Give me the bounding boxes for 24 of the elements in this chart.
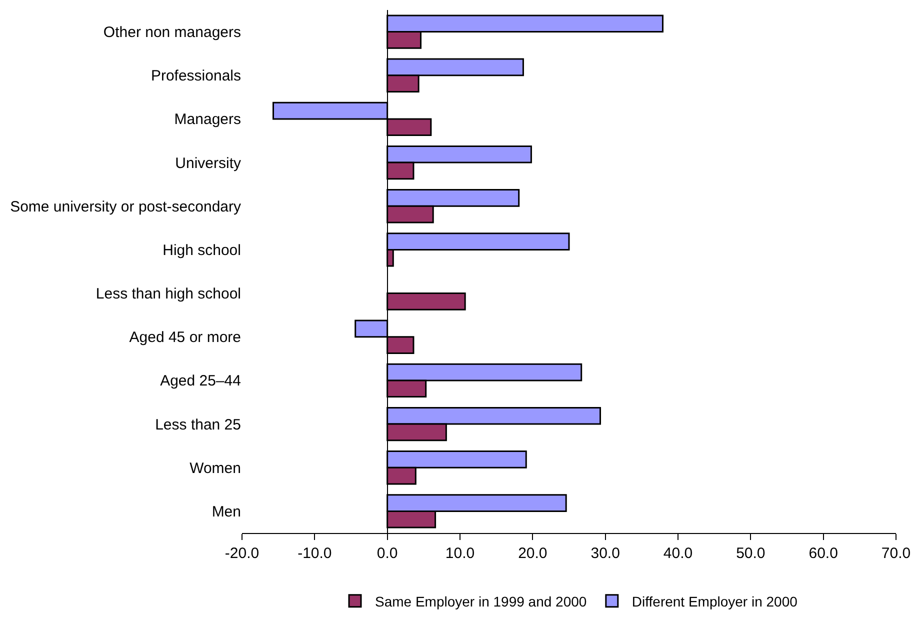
- y-tick-label: Other non managers: [103, 24, 241, 42]
- y-tick-label: Aged 45 or more: [129, 329, 241, 346]
- x-tick-label: -10.0: [298, 545, 332, 562]
- x-tick-label: 30.0: [590, 545, 620, 562]
- y-tick-label: Less than high school: [96, 286, 241, 303]
- x-tick-label: 40.0: [663, 545, 693, 562]
- x-tick-label: 20.0: [518, 545, 548, 562]
- y-tick-label: Professionals: [150, 68, 241, 85]
- y-tick-label: Some university or post-secondary: [10, 198, 242, 216]
- y-tick-label: University: [175, 154, 242, 172]
- y-tick-label: Aged 25–44: [160, 372, 241, 390]
- legend-label: Same Employer in 1999 and 2000: [375, 593, 587, 610]
- y-tick-label: Managers: [174, 111, 241, 128]
- x-tick-label: 70.0: [881, 545, 911, 562]
- x-tick-label: 60.0: [808, 545, 838, 562]
- x-tick-label: 50.0: [736, 545, 766, 562]
- x-tick-label: -20.0: [224, 545, 260, 562]
- y-tick-label: Men: [212, 503, 241, 520]
- legend-label: Different Employer in 2000: [632, 593, 798, 610]
- y-tick-label: High school: [162, 242, 241, 259]
- x-tick-label: 0.0: [376, 545, 398, 562]
- x-tick-label: 10.0: [445, 545, 475, 562]
- y-tick-label: Less than 25: [155, 416, 241, 434]
- y-tick-label: Women: [190, 460, 241, 477]
